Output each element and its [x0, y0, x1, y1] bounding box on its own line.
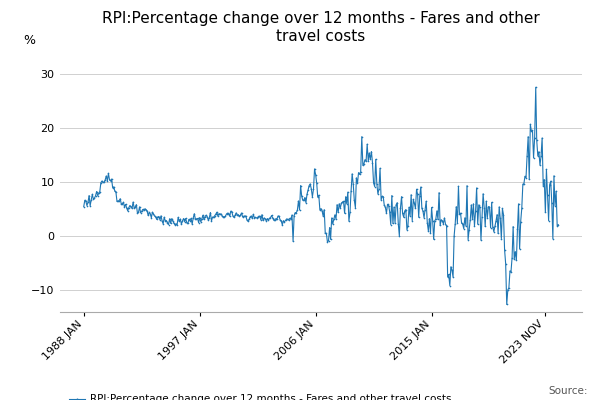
Line: RPI:Percentage change over 12 months - Fares and other travel costs: RPI:Percentage change over 12 months - F…	[83, 86, 559, 305]
Legend: RPI:Percentage change over 12 months - Fares and other travel costs: RPI:Percentage change over 12 months - F…	[65, 390, 456, 400]
Title: RPI:Percentage change over 12 months - Fares and other
travel costs: RPI:Percentage change over 12 months - F…	[102, 12, 540, 44]
Text: Source:: Source:	[548, 386, 588, 396]
Text: %: %	[23, 34, 35, 47]
